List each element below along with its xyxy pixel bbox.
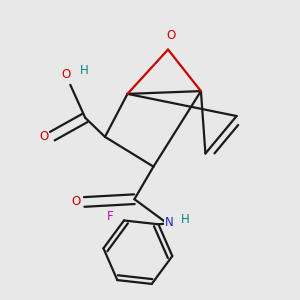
Text: H: H [181,213,190,226]
Text: O: O [71,195,80,208]
Text: H: H [80,64,88,77]
Text: O: O [61,68,71,81]
Text: F: F [107,211,113,224]
Text: O: O [167,29,176,42]
Text: N: N [165,216,173,229]
Text: O: O [39,130,48,142]
